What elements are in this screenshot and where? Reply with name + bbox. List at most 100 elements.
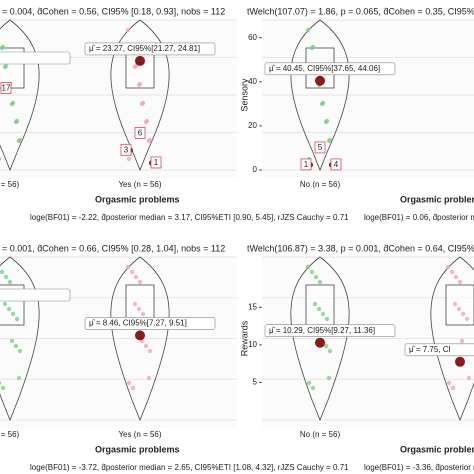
data-point xyxy=(317,279,323,285)
mean-point xyxy=(315,337,325,348)
mean-label: μ̂ = 8.46, CI95%[7.27, 9.51] xyxy=(89,319,187,328)
y-axis-label: Sensory xyxy=(239,78,249,112)
data-point xyxy=(17,137,23,143)
data-point xyxy=(0,157,2,161)
mean-label-box xyxy=(0,51,71,65)
mean-label: μ̂ = 23.27, CI95%[21.27, 24.81] xyxy=(89,44,200,53)
data-point xyxy=(449,269,455,275)
outlier-label: 4 xyxy=(334,160,339,169)
x-axis-label: Orgasmic problems xyxy=(95,444,180,454)
data-point xyxy=(0,44,6,50)
panel-title: = 0.001, d̂Cohen = 0.66, CI95% [0.28, 1.… xyxy=(2,243,225,253)
data-point xyxy=(316,306,322,312)
data-point xyxy=(3,63,9,69)
data-point xyxy=(147,137,153,143)
data-point xyxy=(125,264,131,270)
data-point xyxy=(16,375,22,381)
y-tick-label: 15 xyxy=(248,302,257,311)
mean-label-box xyxy=(0,288,71,302)
mean-label: μ̂ = 7.75, CI xyxy=(409,345,451,354)
data-point xyxy=(306,380,312,386)
outlier-label: 3 xyxy=(124,145,129,154)
outlier-box xyxy=(120,143,132,156)
data-point xyxy=(6,306,12,312)
mean-label-box xyxy=(84,317,216,330)
data-point xyxy=(9,338,15,344)
data-point xyxy=(310,385,316,391)
data-point xyxy=(324,316,330,322)
data-point xyxy=(147,348,153,354)
x-tick-label: Yes (n = 56) xyxy=(118,430,161,439)
violin xyxy=(430,256,474,422)
mean-label-box xyxy=(404,343,474,357)
outlier-label: 1 xyxy=(304,160,309,169)
data-point xyxy=(0,385,6,391)
x-tick-label: = 56) xyxy=(1,430,20,439)
data-point xyxy=(140,311,146,317)
data-point xyxy=(457,279,463,285)
data-point xyxy=(146,375,152,381)
box xyxy=(445,284,474,326)
data-point xyxy=(324,118,330,124)
data-point xyxy=(305,264,311,270)
plot-bg xyxy=(0,257,237,428)
x-axis-label: Orgasmic problems xyxy=(400,194,474,204)
data-point xyxy=(310,44,316,50)
data-point xyxy=(130,385,136,391)
data-point xyxy=(326,375,332,381)
violin xyxy=(110,256,170,422)
mean-label-box xyxy=(264,62,396,76)
data-point xyxy=(125,27,131,33)
mean-point xyxy=(135,330,145,341)
data-point xyxy=(450,385,456,391)
panel-title: = 0.004, d̂Cohen = 0.56, CI95% [0.18, 0.… xyxy=(2,6,225,16)
mean-label: μ̂ = 40.45, CI95%[37.65, 44.06] xyxy=(269,64,380,73)
data-point xyxy=(327,137,333,143)
data-point xyxy=(143,343,149,349)
mean-point xyxy=(135,55,145,66)
data-point xyxy=(459,338,465,344)
data-point xyxy=(14,118,20,124)
data-point xyxy=(460,311,466,317)
mean-label-box xyxy=(84,42,216,56)
outlier-label: 17 xyxy=(2,84,11,93)
data-point xyxy=(10,311,16,317)
data-point xyxy=(140,100,146,106)
y-tick-label: 10 xyxy=(248,340,257,349)
x-tick-label: No (n = 56) xyxy=(300,180,341,189)
mean-point xyxy=(315,75,325,86)
box xyxy=(305,284,335,326)
data-point xyxy=(456,306,462,312)
data-point xyxy=(136,306,142,312)
data-point xyxy=(144,118,150,124)
panel-title: tWelch(106.87) = 3.38, p = 0.001, d̂Cohe… xyxy=(247,243,474,253)
data-point xyxy=(3,274,9,280)
data-point xyxy=(132,301,138,307)
panel: tWelch(106.87) = 3.38, p = 0.001, d̂Cohe… xyxy=(239,243,474,472)
data-point xyxy=(320,100,326,106)
outlier-box xyxy=(0,82,12,94)
data-point xyxy=(445,264,451,270)
data-point xyxy=(464,316,470,322)
data-point xyxy=(0,381,2,385)
data-point xyxy=(446,380,452,386)
outlier-label: 6 xyxy=(138,129,143,138)
data-point xyxy=(137,279,143,285)
mean-point xyxy=(455,356,465,367)
x-axis-label: Orgasmic problems xyxy=(95,194,180,204)
data-point xyxy=(7,279,13,285)
y-tick-label: 20 xyxy=(248,121,257,130)
data-point xyxy=(10,100,16,106)
x-tick-label: = 56) xyxy=(1,180,20,189)
data-point xyxy=(312,301,318,307)
data-point xyxy=(320,311,326,317)
data-point xyxy=(133,274,139,280)
violin xyxy=(290,256,350,422)
stats-footer: loge(BF01) = 0.06, d̂posterior median = … xyxy=(364,213,474,222)
mean-label: μ̂ = 10.29, CI95%[9.27, 11.36] xyxy=(269,326,375,335)
y-tick-label: 60 xyxy=(248,33,257,42)
data-point xyxy=(313,274,319,280)
panel: tWelch(107.07) = 1.86, p = 0.065, d̂Cohe… xyxy=(239,6,474,222)
data-point xyxy=(305,27,311,33)
data-point xyxy=(327,348,333,354)
